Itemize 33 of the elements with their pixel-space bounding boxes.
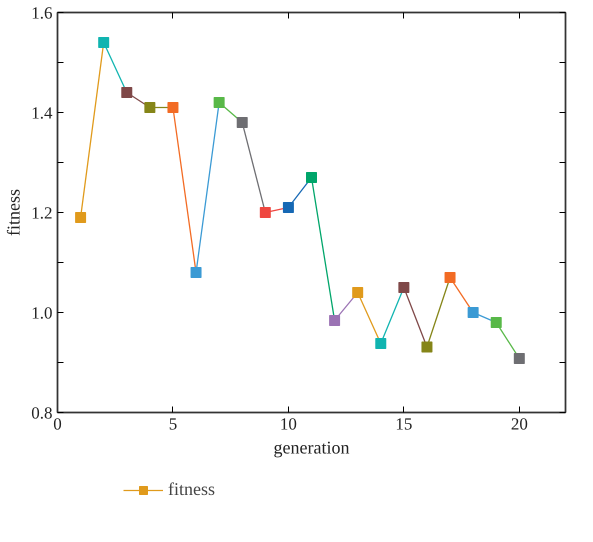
point — [468, 307, 479, 318]
y-tick-label: 1.0 — [31, 304, 52, 322]
x-tick-label: 20 — [510, 414, 528, 434]
point — [306, 172, 317, 183]
point — [444, 272, 456, 283]
point — [398, 282, 410, 293]
y-axis-title: fitness — [3, 189, 24, 236]
x-tick-label: 5 — [168, 414, 178, 434]
point — [98, 37, 110, 48]
point — [282, 202, 294, 213]
point — [490, 317, 502, 328]
point — [514, 353, 525, 364]
x-tick-label: 10 — [280, 414, 297, 434]
point — [236, 117, 248, 128]
point — [421, 342, 432, 352]
point — [329, 315, 340, 326]
y-tick-label: 1.4 — [31, 104, 53, 122]
x-axis-title: generation — [274, 438, 350, 458]
y-tick-label: 0.8 — [31, 404, 52, 422]
point — [375, 338, 386, 349]
x-tick-label: 15 — [395, 414, 412, 434]
point — [352, 287, 364, 298]
y-tick-label: 1.2 — [31, 204, 52, 222]
point — [214, 97, 225, 108]
y-tick-label: 1.6 — [31, 4, 52, 22]
legend-label: fitness — [168, 479, 215, 500]
point — [190, 267, 202, 278]
x-tick-label: 0 — [53, 414, 62, 434]
point — [144, 102, 156, 113]
point — [167, 102, 178, 113]
point — [260, 207, 271, 218]
point — [75, 212, 86, 223]
point — [121, 87, 132, 98]
